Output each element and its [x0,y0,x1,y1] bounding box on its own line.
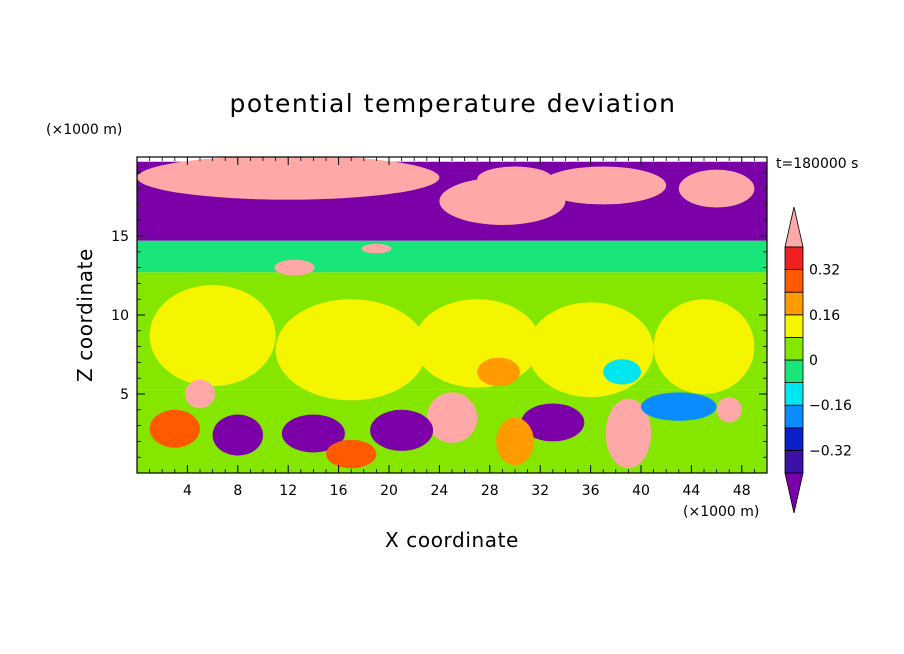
colorbar-tick-label: −0.32 [809,443,852,459]
colorbar-band [784,404,804,429]
field-anomaly-10 [527,302,654,398]
x-tick-label: 20 [380,483,398,499]
x-tick-label: 44 [682,483,700,499]
chart-title: potential temperature deviation [230,89,677,118]
field-anomaly-18 [149,409,200,448]
field-anomaly-21 [370,409,434,451]
colorbar: 0.32 0.16 0 −0.16 −0.32 [784,206,852,514]
field-anomaly-25 [326,439,377,469]
field-anomaly-20 [281,414,345,453]
x-tick-label: 28 [481,483,499,499]
field-anomaly-4 [477,166,553,192]
colorbar-band [784,314,804,338]
colorbar-band [784,336,804,361]
field-anomaly-17 [716,397,742,423]
x-tick-label: 40 [632,483,650,499]
y-axis-label: Z coordinate [73,248,97,382]
colorbar-tick-label: 0.16 [809,308,840,324]
x-unit-label: (×1000 m) [683,504,759,520]
y-axis-ticks: 5 10 15 [111,172,767,458]
colorbar-band [784,291,804,316]
plot-area [137,157,767,473]
field-anomaly-23 [641,392,717,421]
field-anomaly-2 [540,166,667,205]
field-anomaly-8 [275,299,427,401]
field-anomaly-19 [212,414,263,456]
field-anomaly-16 [184,379,216,409]
colorbar-tick-label: 0.32 [809,263,840,279]
field-region-1 [137,240,767,273]
colorbar-band [784,246,804,271]
x-tick-label: 12 [279,483,297,499]
field-anomaly-3 [678,169,755,208]
y-unit-label: (×1000 m) [46,122,122,138]
field-anomaly-22 [521,403,585,442]
x-tick-label: 36 [582,483,600,499]
colorbar-extend-low [784,472,804,514]
field-anomaly-12 [477,357,521,387]
colorbar-band [784,427,804,451]
colorbar-band [784,269,804,293]
field-anomaly-9 [414,299,541,388]
x-tick-label: 24 [430,483,448,499]
colorbar-tick-label: 0 [809,353,818,369]
field-anomaly-6 [361,243,392,254]
colorbar-band [784,449,804,474]
field-anomalies [137,157,755,469]
y-tick-label: 5 [120,387,129,403]
x-axis-ticks: 4 8 12 16 20 24 28 32 36 40 44 48 [149,157,755,499]
colorbar-band [784,359,804,384]
x-tick-label: 32 [531,483,549,499]
x-axis-label: X coordinate [385,528,519,552]
x-tick-label: 16 [330,483,348,499]
x-tick-label: 48 [733,483,751,499]
y-tick-label: 15 [111,229,129,245]
colorbar-extend-high [784,206,804,248]
field-anomaly-5 [274,259,315,276]
field-anomaly-15 [605,398,652,469]
x-tick-label: 8 [233,483,242,499]
y-tick-label: 10 [111,308,129,324]
x-tick-label: 4 [183,483,192,499]
colorbar-tick-label: −0.16 [809,398,852,414]
colorbar-band [784,382,804,406]
field-anomaly-0 [137,157,440,200]
field-anomaly-13 [603,359,641,385]
field-anomaly-11 [653,299,755,394]
field-anomaly-24 [496,417,534,466]
field-anomaly-7 [149,284,276,387]
field-anomaly-14 [426,392,478,443]
time-label: t=180000 s [776,156,858,172]
